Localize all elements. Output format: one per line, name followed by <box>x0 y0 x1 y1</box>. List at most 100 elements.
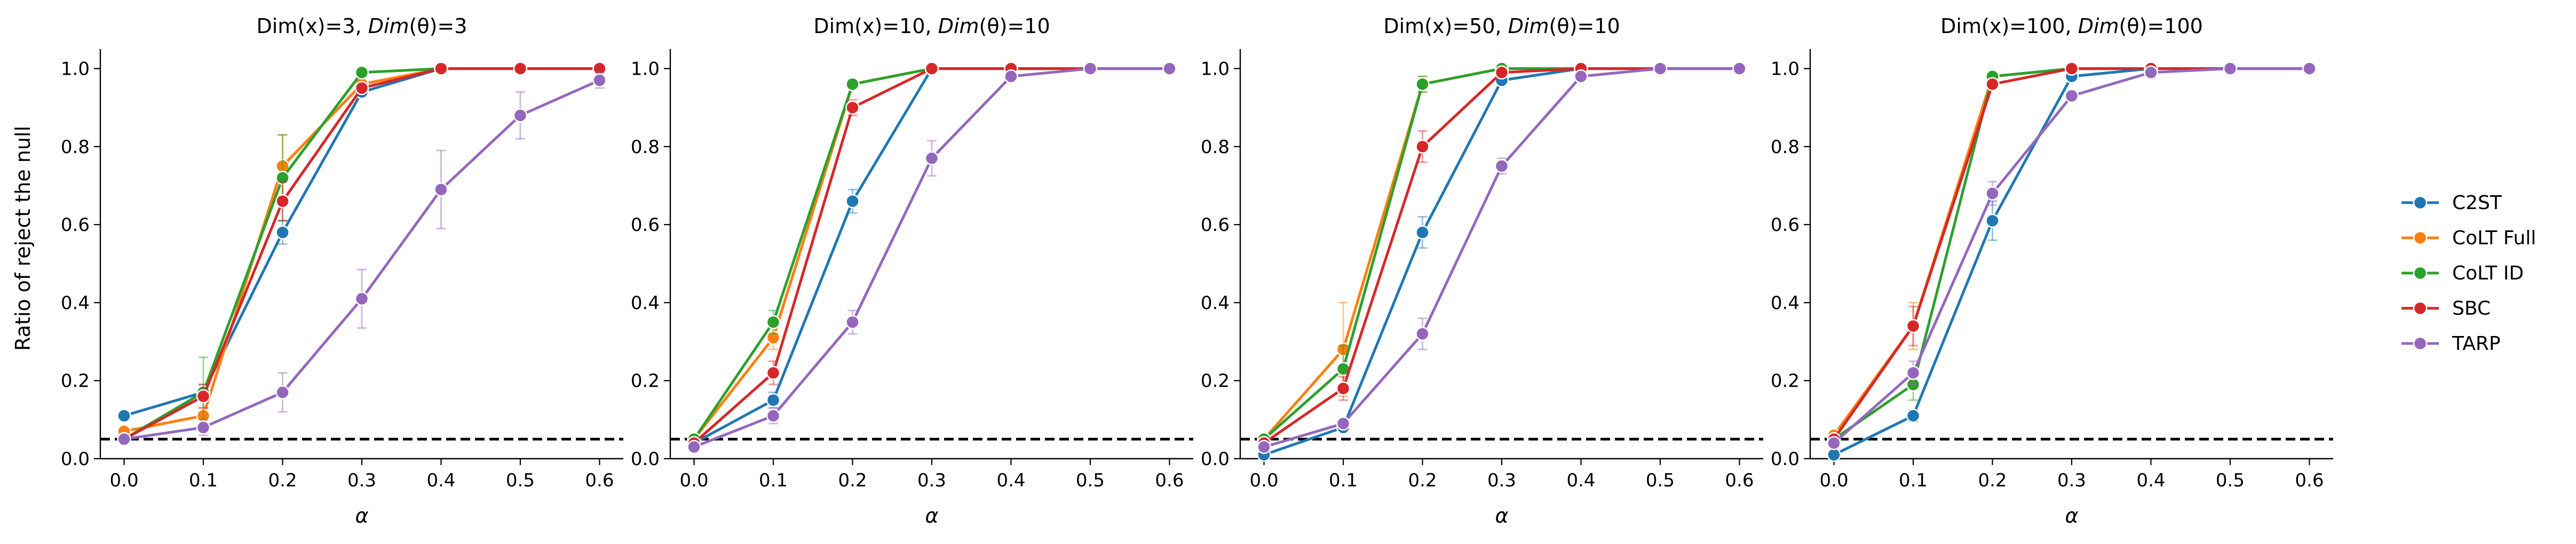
data-point <box>1415 225 1430 240</box>
data-point <box>1494 159 1509 173</box>
x-tick-label: 0.2 <box>1978 470 2007 491</box>
data-point <box>513 61 528 76</box>
legend-label: C2ST <box>2452 192 2502 214</box>
data-point <box>117 432 131 446</box>
legend-label: TARP <box>2452 333 2501 355</box>
data-point <box>1415 326 1430 341</box>
legend-entry: SBC <box>2401 298 2491 319</box>
x-axis-label: α <box>1495 504 1508 527</box>
panel-1: Dim(x)=3, Dim(θ)=3 0.0 0.2 0.4 0.6 0.8 1.0 0.0 0… <box>61 14 623 527</box>
panel-4: Dim(x)=100, Dim(θ)=100 0.0 0.2 0.4 0.6 0.8 1.0… <box>1771 14 2333 527</box>
data-point <box>434 182 448 197</box>
data-point <box>354 81 369 95</box>
x-tick-label: 0.4 <box>2136 470 2165 491</box>
data-point <box>1083 61 1098 76</box>
series-c2st <box>687 61 1177 450</box>
series-line <box>1833 67 2310 440</box>
y-tick-label: 0.0 <box>1201 449 1230 470</box>
panel-title-theta: (θ) <box>979 14 1008 38</box>
x-tick-label: 0.0 <box>110 470 139 491</box>
data-point <box>1985 213 2000 228</box>
x-tick-label: 0.5 <box>1646 470 1675 491</box>
data-point <box>1827 436 1841 450</box>
panel-title-italic: Dim <box>1508 14 1549 38</box>
y-tick-label: 0.0 <box>631 449 660 470</box>
x-tick-label: 0.6 <box>2295 470 2324 491</box>
x-tick-label: 0.3 <box>347 470 376 491</box>
legend-marker <box>2413 230 2428 245</box>
data-point <box>275 225 290 240</box>
panel-title-theta: (θ) <box>409 14 438 38</box>
data-point <box>1906 409 1921 423</box>
panel-title-part: Dim(x)=10, <box>813 14 938 38</box>
y-tick-label: 0.4 <box>61 292 90 314</box>
x-tick-label: 0.0 <box>1820 470 1849 491</box>
series-line <box>1833 67 2310 441</box>
series-colt-full <box>117 61 607 439</box>
x-tick-label: 0.1 <box>1899 470 1928 491</box>
series-colt-id <box>1827 61 2317 446</box>
data-point <box>275 385 290 399</box>
y-tick-label: 0.4 <box>631 292 660 314</box>
series-line <box>124 67 600 433</box>
legend-label: SBC <box>2452 298 2491 319</box>
series-line <box>693 67 1170 440</box>
panel-title: Dim(x)=3, Dim(θ)=3 <box>257 14 467 38</box>
legend-entry: CoLT Full <box>2401 227 2536 249</box>
series-line <box>1833 67 2310 456</box>
x-axis-label: α <box>2065 504 2078 527</box>
data-point <box>196 420 211 435</box>
series-tarp <box>117 71 607 446</box>
series-line <box>123 67 600 441</box>
panel-title-part: Dim(x)=100, <box>1940 14 2078 38</box>
data-point <box>1827 447 1841 462</box>
y-tick-label: 0.6 <box>61 214 90 236</box>
x-tick-label: 0.4 <box>1566 470 1595 491</box>
data-point <box>1162 61 1177 76</box>
y-tick-label: 0.8 <box>61 137 90 158</box>
data-point <box>2064 61 2079 76</box>
y-tick-label: 1.0 <box>1201 59 1230 80</box>
data-point <box>2144 65 2158 80</box>
panel-title-part: =10 <box>1577 14 1620 38</box>
y-tick-label: 0.4 <box>1771 292 1800 314</box>
panel-title-italic: Dim <box>2078 14 2119 38</box>
panel-title-theta: (θ) <box>2119 14 2147 38</box>
x-tick-label: 0.6 <box>585 470 614 491</box>
series-c2st <box>1257 61 1747 462</box>
data-point <box>1415 77 1430 92</box>
series-tarp <box>687 61 1177 454</box>
series-colt-full <box>1257 61 1747 446</box>
series-sbc <box>117 61 607 446</box>
x-tick-label: 0.1 <box>1329 470 1358 491</box>
x-tick-label: 0.5 <box>1076 470 1105 491</box>
data-point <box>1494 65 1509 80</box>
data-point <box>845 77 860 92</box>
y-tick-label: 0.2 <box>1201 371 1230 392</box>
y-tick-label: 0.2 <box>61 371 90 392</box>
series-tarp <box>1827 61 2317 450</box>
x-tick-label: 0.2 <box>268 470 297 491</box>
series-line <box>693 67 1170 440</box>
series-c2st <box>1827 61 2317 462</box>
x-tick-label: 0.3 <box>917 470 946 491</box>
x-tick-label: 0.1 <box>759 470 788 491</box>
data-point <box>2302 61 2317 76</box>
panel-title-part: =3 <box>437 14 467 38</box>
data-point <box>1415 139 1430 154</box>
series-line <box>123 67 600 441</box>
x-tick-label: 0.6 <box>1725 470 1754 491</box>
y-tick-label: 0.6 <box>1201 214 1230 236</box>
data-point <box>1004 69 1018 84</box>
x-tick-label: 0.6 <box>1155 470 1184 491</box>
series-c2st <box>117 61 607 423</box>
legend-entry: C2ST <box>2401 192 2502 214</box>
y-tick-label: 0.6 <box>1771 214 1800 236</box>
series-tarp <box>1257 61 1747 454</box>
data-point <box>1906 319 1921 333</box>
data-point <box>1653 61 1668 76</box>
data-point <box>687 439 701 454</box>
y-tick-label: 0.8 <box>631 137 660 158</box>
x-axis-label: α <box>925 504 938 527</box>
data-point <box>117 409 131 423</box>
